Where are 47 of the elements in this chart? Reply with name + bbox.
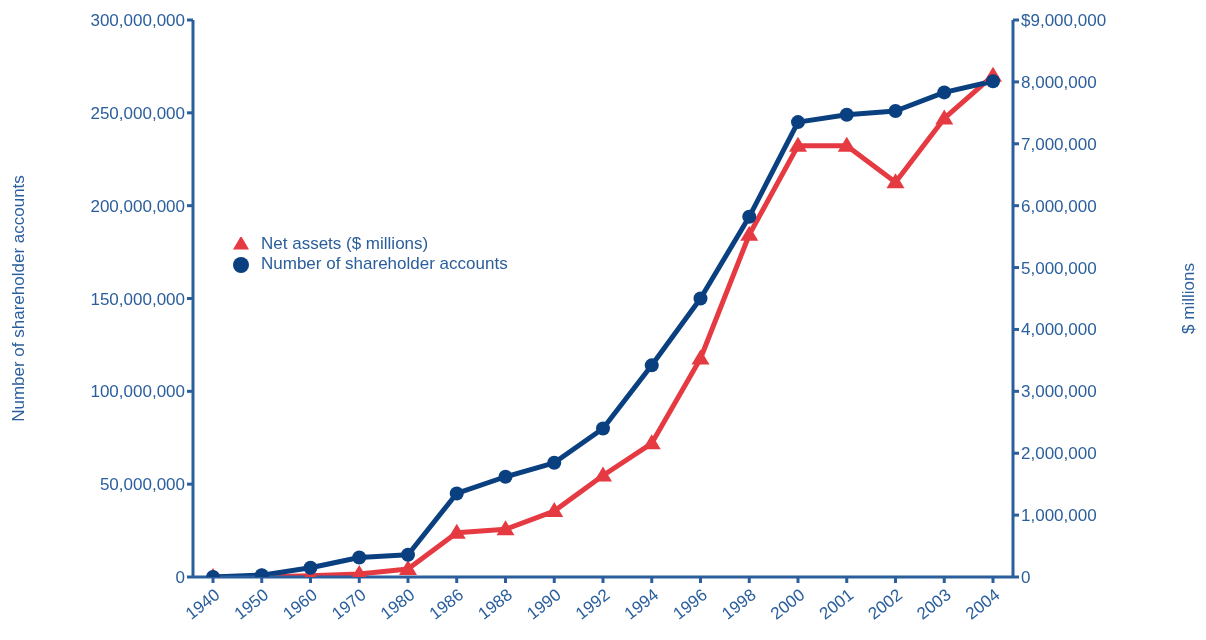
point [496,520,515,536]
point [401,547,415,562]
y2-tick-label: 8,000,000 [1021,72,1097,92]
y2-tick-label: 3,000,000 [1021,382,1097,402]
point [791,115,805,130]
point [886,173,905,189]
point [693,291,708,306]
y2-tick-label: 4,000,000 [1021,320,1097,340]
point [837,136,856,152]
y2-axis-title: $ millions [1179,263,1199,334]
y2-tick-label: $9,000,000 [1021,11,1107,31]
point [545,502,564,518]
y-tick-label: 50,000,000 [99,475,185,495]
y-tick-label: 200,000,000 [90,196,185,216]
y2-tick-label: 0 [1021,568,1031,588]
y-tick-label: 250,000,000 [90,103,185,123]
point [839,107,854,122]
point [986,74,1000,89]
point [352,550,367,565]
y-tick-label: 150,000,000 [90,289,185,309]
y2-tick-label: 2,000,000 [1021,444,1097,464]
y2-tick-label: 6,000,000 [1021,196,1097,216]
legend-label: Net assets ($ millions) [261,234,429,253]
point [594,466,612,482]
y2-tick-label: 7,000,000 [1021,134,1097,154]
point [935,109,954,125]
point [498,469,513,484]
point [742,209,757,224]
legend-label: Number of shareholder accounts [261,254,508,273]
point [888,103,903,118]
point [449,486,464,501]
point [447,523,466,539]
point [691,349,710,365]
point [789,136,807,152]
y2-tick-label: 5,000,000 [1021,258,1097,278]
point [740,225,759,241]
y-axis-title: Number of shareholder accounts [9,175,29,422]
y2-tick-label: 1,000,000 [1021,506,1097,526]
point [399,559,417,575]
y-tick-label: 100,000,000 [90,382,185,402]
point [937,85,952,100]
point [596,421,610,436]
point [303,560,318,575]
y-tick-label: 0 [175,568,185,588]
y-tick-label: 300,000,000 [90,11,185,31]
point [644,358,659,373]
point [547,455,562,470]
